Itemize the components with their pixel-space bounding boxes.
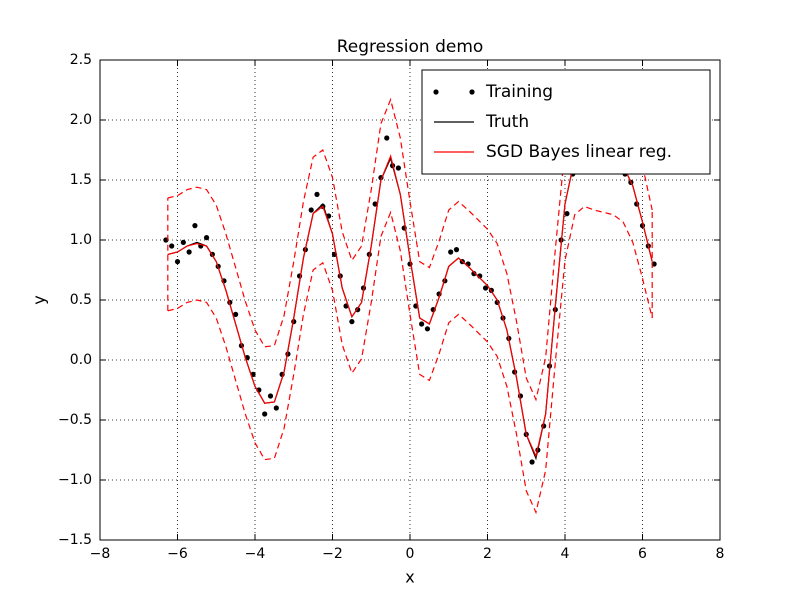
training-point — [349, 319, 355, 325]
training-point — [180, 239, 186, 245]
x-tick-label: −4 — [245, 546, 266, 562]
x-tick-label: 6 — [638, 546, 647, 562]
y-tick-label: −1.0 — [58, 472, 92, 488]
y-tick-label: −0.5 — [58, 412, 92, 428]
training-point — [564, 211, 570, 217]
training-point — [448, 249, 454, 255]
training-point — [482, 285, 489, 291]
training-point — [169, 243, 175, 249]
ticks: −8 −6 −4 −2 0 2 4 6 8 −1.5 −1.0 −0.5 0.0 0.5 1.0 1.5 2.0… — [58, 52, 724, 562]
training-point — [233, 311, 239, 317]
training-point — [424, 326, 431, 332]
x-tick-label: 8 — [716, 546, 725, 562]
chart-title: Regression demo — [337, 37, 484, 57]
legend-marker — [433, 89, 439, 95]
y-tick-label: −1.5 — [58, 532, 92, 548]
y-tick-label: 1.5 — [70, 172, 92, 188]
x-tick-label: 4 — [561, 546, 570, 562]
training-point — [192, 223, 198, 229]
y-tick-label: 2.5 — [70, 52, 92, 68]
y-axis-label: y — [30, 295, 49, 304]
y-tick-label: 0.0 — [70, 352, 92, 368]
training-point — [314, 191, 320, 197]
x-tick-label: −6 — [167, 546, 188, 562]
legend-marker — [469, 89, 475, 95]
band-lower — [167, 205, 653, 515]
training-point — [471, 271, 477, 277]
y-tick-label: 2.0 — [70, 112, 92, 128]
training-point — [308, 207, 314, 213]
training-point — [419, 321, 425, 327]
y-tick-label: 1.0 — [70, 232, 92, 248]
x-tick-label: −8 — [90, 546, 111, 562]
training-point — [651, 261, 657, 267]
training-point — [395, 165, 401, 171]
training-point — [203, 235, 210, 241]
training-point — [273, 405, 279, 411]
legend-label: Truth — [485, 112, 529, 132]
training-point — [529, 459, 535, 465]
x-tick-label: 0 — [406, 546, 415, 562]
training-point — [267, 393, 274, 399]
training-point — [453, 247, 460, 253]
training-point — [186, 249, 192, 255]
training-point — [262, 411, 268, 417]
training-point — [174, 259, 181, 265]
training-point — [372, 201, 378, 207]
legend-label: SGD Bayes linear reg. — [486, 142, 672, 162]
training-point — [163, 237, 169, 243]
x-tick-label: 2 — [483, 546, 492, 562]
x-tick-label: −2 — [322, 546, 343, 562]
legend-label: Training — [485, 82, 553, 102]
band-upper — [167, 92, 653, 402]
legend: Training Truth SGD Bayes linear reg. — [421, 69, 711, 175]
y-tick-label: 0.5 — [70, 292, 92, 308]
x-axis-label: x — [405, 568, 414, 587]
training-point — [384, 135, 390, 141]
